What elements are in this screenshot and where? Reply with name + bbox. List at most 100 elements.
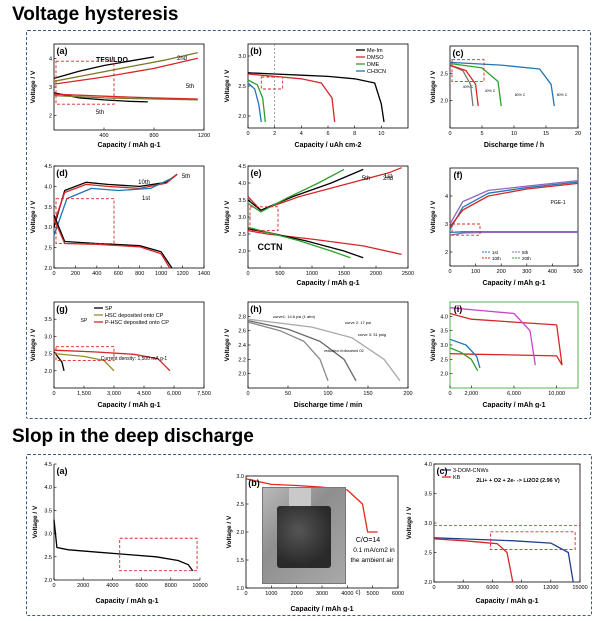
panel-label: (a) [57, 466, 68, 476]
x-tick-label: 800 [135, 271, 144, 277]
x-tick-label: 2000 [370, 271, 382, 277]
y-tick-label: 2.5 [44, 246, 52, 252]
y-tick-label: 2.0 [238, 249, 246, 255]
annotation-1: curve1: 14.6 psi (1 atm) [273, 314, 316, 319]
x-tick-label: 5 [480, 131, 483, 137]
annotation-3: 5th [186, 84, 194, 90]
annotation-3: curve 3: 31 psig [358, 332, 386, 337]
x-axis-label: Capacity / mAh g-1 [290, 606, 353, 612]
legend-label: CH3CN [367, 69, 386, 75]
series-line-3 [449, 62, 502, 107]
x-tick-label: 800 [149, 133, 158, 139]
y-tick-label: 2.2 [238, 357, 246, 363]
y-tick-label: 2.0 [236, 530, 244, 536]
series-line-1 [247, 167, 402, 211]
x-axis-label: Discharge time / h [484, 142, 544, 148]
y-axis-label: Voltage / V [226, 515, 233, 548]
x-tick-label: 2000 [291, 591, 303, 597]
cathode-photo [262, 487, 346, 584]
panel-label: (h) [250, 304, 262, 314]
y-tick-label: 3 [49, 85, 52, 91]
annotation-2: 2nd [177, 56, 187, 62]
annotation-2: 0.1 mA/cm2 in [353, 547, 395, 554]
series-line-3 [53, 177, 173, 236]
chart-panel-b1: 0 2000 4000 6000 8000 10000 2.0 2.5 3.0 3.5 4.0 4.5… [32, 462, 208, 604]
y-tick-label: 2.4 [238, 343, 246, 349]
legend-label: DMSO [367, 55, 384, 61]
chart-panel-b: 0 2 4 6 8 10 2.0 2.5 3.0 Capacity / uAh cm-2 Volta… [224, 43, 409, 148]
highlight-box [451, 223, 481, 236]
series-line-6 [53, 93, 198, 100]
y-tick-label: 3.5 [238, 198, 246, 204]
legend-label: 1st [492, 250, 499, 255]
y-axis-label: Voltage / V [430, 70, 437, 103]
x-tick-label: 10000 [192, 583, 207, 589]
x-tick-label: 200 [497, 269, 506, 275]
y-tick-label: 2.0 [44, 369, 52, 375]
x-tick-label: 100 [471, 269, 480, 275]
x-tick-label: 1000 [155, 271, 167, 277]
y-tick-label: 3.0 [424, 521, 432, 527]
series-line-4 [53, 214, 173, 269]
y-tick-label: 3.5 [44, 205, 52, 211]
x-tick-label: 12000 [543, 585, 558, 591]
panel-label: (b) [248, 478, 260, 488]
y-tick-label: 3.0 [44, 334, 52, 340]
y-tick-label: 3.0 [238, 215, 246, 221]
x-tick-label: 10,000 [548, 391, 565, 397]
legend-label: DME [367, 62, 380, 68]
y-tick-label: 3.5 [440, 329, 448, 335]
x-tick-label: 1400 [198, 271, 210, 277]
x-tick-label: 2,000 [464, 391, 478, 397]
x-axis-label: Capacity / mAh g-1 [95, 598, 158, 604]
annotation-1: C/O=14 [356, 537, 380, 544]
legend-label: 5th [522, 250, 529, 255]
panel-label: (g) [56, 304, 68, 314]
x-tick-label: 0 [448, 269, 451, 275]
series-line-3 [247, 318, 401, 382]
x-tick-label: 3,000 [107, 391, 121, 397]
series-line-3 [449, 182, 579, 228]
x-tick-label: 200 [403, 391, 412, 397]
series-line-5 [53, 218, 171, 269]
y-tick-label: 2 [445, 250, 448, 256]
x-tick-label: 8 [353, 131, 356, 137]
x-tick-label: 6000 [486, 585, 498, 591]
x-tick-label: 4000 [106, 583, 118, 589]
series-line-1 [53, 519, 194, 572]
panel-label: (b) [250, 46, 262, 56]
series-line-6 [247, 226, 351, 259]
annotation-2: 5th [362, 176, 370, 182]
highlight-box [451, 59, 485, 82]
y-tick-label: 4.5 [238, 164, 246, 170]
chart-panel-c: 0 5 10 15 20 2.0 2.5 Discharge time / h Voltage … [430, 45, 581, 148]
y-axis-label: Voltage / V [30, 328, 37, 361]
y-axis-label: Voltage / V [30, 70, 37, 103]
series-line-4 [449, 307, 536, 366]
y-tick-label: 4.0 [238, 181, 246, 187]
plot-frame [449, 167, 579, 267]
y-axis-label: Voltage / V [406, 506, 413, 539]
voltage-hysteresis-frame [26, 30, 591, 419]
series-line-1 [53, 56, 155, 80]
y-tick-label: 2.0 [440, 99, 448, 105]
y-tick-label: 2.5 [44, 352, 52, 358]
x-tick-label: 400 [99, 133, 108, 139]
x-tick-label: 0 [246, 271, 249, 277]
cathode-tab [289, 488, 311, 506]
chart-panel-h: 0 50 100 150 200 2.0 2.2 2.4 2.6 2.8 Discharge tim… [224, 301, 413, 408]
y-tick-label: 3.0 [44, 225, 52, 231]
x-tick-label: 200 [71, 271, 80, 277]
x-axis-label: Capacity / mAh g-1 [482, 280, 545, 286]
x-tick-label: 3000 [316, 591, 328, 597]
series-line-2 [247, 319, 357, 382]
x-tick-label: 8000 [165, 583, 177, 589]
y-tick-label: 3.5 [44, 317, 52, 323]
annotation-4: 5th [96, 110, 104, 116]
y-axis-label: Voltage / V [30, 200, 37, 233]
y-tick-label: 4.0 [424, 462, 432, 468]
x-tick-label: 1200 [176, 271, 188, 277]
x-tick-label: 1,500 [77, 391, 91, 397]
panel-label: (a) [57, 46, 68, 56]
x-tick-label: 500 [573, 269, 582, 275]
